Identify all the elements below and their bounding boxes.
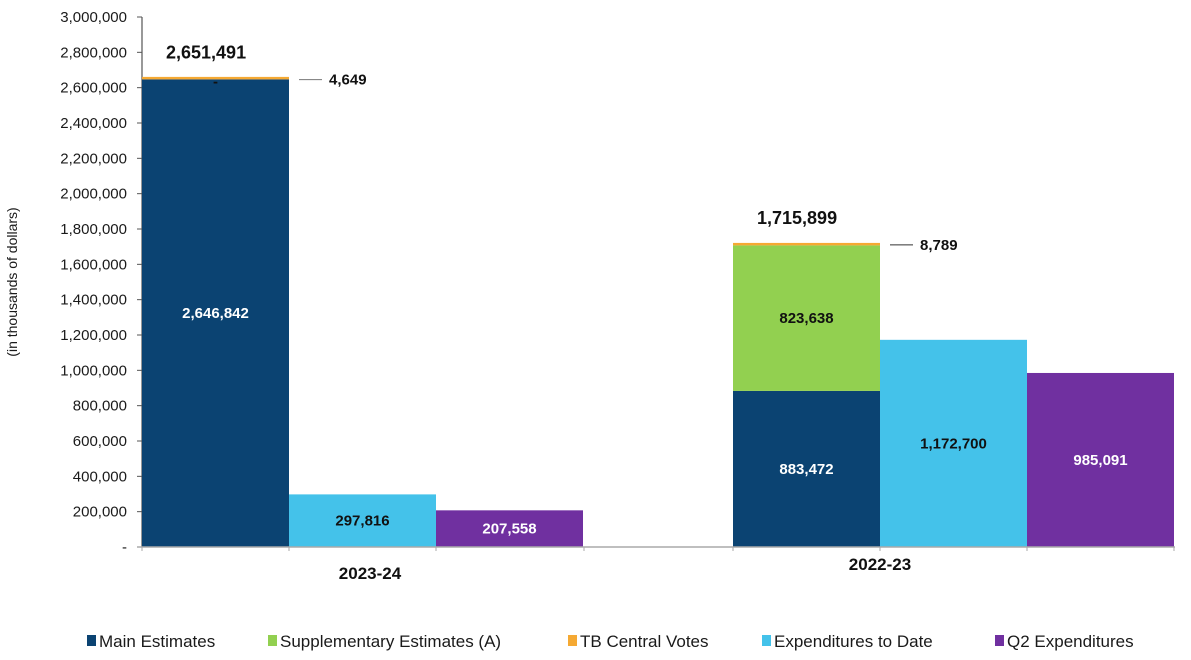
y-tick-label: 1,000,000 <box>60 362 127 379</box>
y-tick-label: 200,000 <box>73 504 127 521</box>
bar-supplementary-estimates-a-2022-23 <box>733 245 880 391</box>
data-label-expenditures-to-date: 1,172,700 <box>920 435 987 452</box>
x-category-label: 2022-23 <box>849 555 911 574</box>
total-label: 2,651,491 <box>166 43 246 63</box>
y-tick-label: 1,600,000 <box>60 256 127 273</box>
data-label-q2-expenditures: 207,558 <box>482 521 536 538</box>
bars <box>142 76 1174 548</box>
y-axis-label: (in thousands of dollars) <box>4 207 20 356</box>
legend-item: Q2 Expenditures <box>995 632 1134 651</box>
data-label-tb-central-votes: 8,789 <box>920 237 958 254</box>
y-tick-label: 1,800,000 <box>60 221 127 238</box>
bar-main-estimates-2022-23 <box>733 390 880 547</box>
bar-expenditures-to-date-2022-23 <box>880 339 1027 547</box>
data-label-expenditures-to-date: 297,816 <box>335 513 389 530</box>
legend-item: Supplementary Estimates (A) <box>268 632 501 651</box>
bar-tb-central-votes-2023-24 <box>142 76 289 80</box>
y-tick-label: 2,000,000 <box>60 186 127 203</box>
total-label: 1,715,899 <box>757 208 837 228</box>
data-labels: 2,646,842 - 4,649 2,651,491 297,816 207,558 88… <box>166 43 1128 538</box>
y-tick-label: 1,400,000 <box>60 292 127 309</box>
y-axis: - 200,000 400,000 600,000 800,000 1,000,000 1,… <box>60 9 143 556</box>
data-label-supplementary-estimates: - <box>213 73 218 90</box>
x-category-label: 2023-24 <box>339 564 402 583</box>
data-label-tb-central-votes: 4,649 <box>329 72 367 89</box>
y-tick-label: 2,600,000 <box>60 80 127 97</box>
bar-q2-expenditures-2022-23 <box>1027 372 1174 547</box>
y-tick-label: 2,200,000 <box>60 150 127 167</box>
legend-item: Expenditures to Date <box>762 632 933 651</box>
legend-swatch <box>87 635 96 646</box>
legend-item: Main Estimates <box>87 632 215 651</box>
legend-swatch <box>568 635 577 646</box>
data-label-main-estimates: 883,472 <box>779 461 833 478</box>
legend-label: Main Estimates <box>99 632 215 651</box>
y-tick-label: 1,200,000 <box>60 327 127 344</box>
legend-label: Supplementary Estimates (A) <box>280 632 501 651</box>
bar-q2-expenditures-2023-24 <box>436 510 583 547</box>
y-tick-label: 800,000 <box>73 398 127 415</box>
data-label-supplementary-estimates: 823,638 <box>779 310 833 327</box>
data-label-q2-expenditures: 985,091 <box>1073 452 1127 469</box>
x-axis: 2023-24 2022-23 <box>137 546 1175 583</box>
bar-main-estimates-2023-24 <box>142 79 289 548</box>
y-tick-label: 2,800,000 <box>60 44 127 61</box>
y-tick-label: - <box>122 539 127 556</box>
legend-item: TB Central Votes <box>568 632 709 651</box>
y-tick-label: 400,000 <box>73 468 127 485</box>
y-tick-label: 600,000 <box>73 433 127 450</box>
legend-label: Expenditures to Date <box>774 632 933 651</box>
bar-expenditures-to-date-2023-24 <box>289 494 436 547</box>
y-tick-label: 3,000,000 <box>60 9 127 26</box>
y-tick-label: 2,400,000 <box>60 115 127 132</box>
legend-swatch <box>268 635 277 646</box>
legend-swatch <box>762 635 771 646</box>
legend-label: Q2 Expenditures <box>1007 632 1134 651</box>
legend-label: TB Central Votes <box>580 632 709 651</box>
data-label-main-estimates: 2,646,842 <box>182 305 249 322</box>
bar-tb-central-votes-2022-23 <box>733 242 880 246</box>
legend-swatch <box>995 635 1004 646</box>
legend: Main Estimates Supplementary Estimates (A… <box>87 632 1134 651</box>
